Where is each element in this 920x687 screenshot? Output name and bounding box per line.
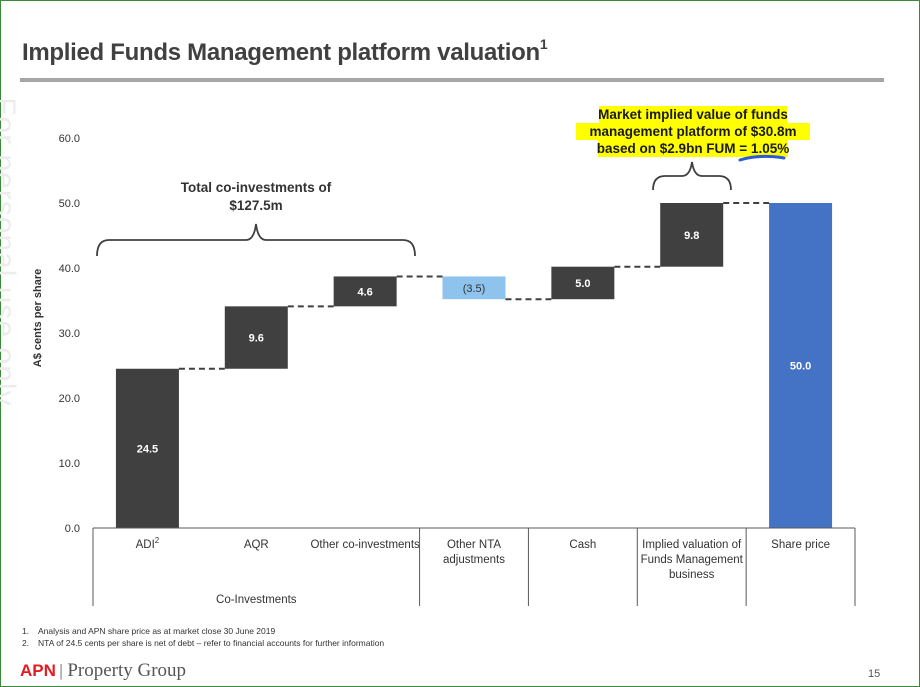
y-tick-label: 0.0 [65,523,80,535]
bar-value-label: 24.5 [137,443,158,455]
x-tick-label: business [669,569,715,581]
footnote-1: 1. Analysis and APN share price as at mar… [22,626,276,636]
bar-value-label: 4.6 [357,286,372,298]
bar-value-label: (3.5) [463,283,486,295]
bar [115,368,179,528]
y-tick-label: 50.0 [59,198,80,210]
x-tick-footnote-marker: 2 [155,536,160,545]
highlight-box [598,140,788,157]
footnotes: 1. Analysis and APN share price as at mar… [22,625,384,649]
market-implied-annotation: Market implied value of funds [598,107,788,122]
x-tick-label: Funds Management [641,554,744,566]
x-tick-label: Cash [569,539,596,551]
y-tick-label: 60.0 [59,133,80,145]
page-title-text: Implied Funds Management platform valuat… [22,39,540,66]
bar [769,203,833,528]
bar [551,266,615,300]
x-tick-label: Implied valuation of [642,539,742,551]
x-tick-label: Other NTA [447,539,501,551]
brand-separator: | [58,661,64,680]
bar [442,276,506,300]
market-implied-annotation: management platform of $30.8m [589,124,796,139]
bar [333,276,397,307]
x-tick-label: Other co-investments [310,539,420,551]
bar-value-label: 5.0 [575,278,590,290]
co-investments-annotation: $127.5m [229,198,282,213]
bar-value-label: 9.8 [684,230,699,242]
market-implied-annotation: based on $2.9bn FUM = 1.05% [597,141,789,156]
group-label: Co-Investments [216,594,297,606]
x-tick-label: ADI2 [136,536,160,551]
y-tick-label: 20.0 [59,393,80,405]
title-footnote-marker: 1 [539,36,548,52]
brand-name: Property Group [67,660,187,681]
y-tick-label: 40.0 [59,263,80,275]
title-rule [20,78,884,82]
brand-logo: APN | Property Group [20,660,186,682]
brand-apn: APN [20,661,56,680]
handwritten-underline [738,154,786,162]
bar-value-label: 50.0 [790,361,811,373]
x-tick-label: AQR [244,539,269,551]
highlight-box [576,123,810,140]
co-investments-annotation: Total co-investments of [181,180,332,195]
footnote-2: 2. NTA of 24.5 cents per share is net of … [22,638,385,648]
x-tick-label: adjustments [443,554,505,566]
page-number: 15 [868,668,881,680]
implied-valuation-brace [652,161,732,191]
bar-value-label: 9.6 [249,333,264,345]
x-tick-label: Share price [771,539,830,551]
y-tick-label: 10.0 [59,458,80,470]
bar [224,306,288,369]
bar [660,203,724,267]
co-investments-brace [96,223,416,257]
highlight-box [599,106,787,123]
page-title: Implied Funds Management platform valuat… [22,36,548,67]
y-tick-label: 30.0 [59,328,80,340]
